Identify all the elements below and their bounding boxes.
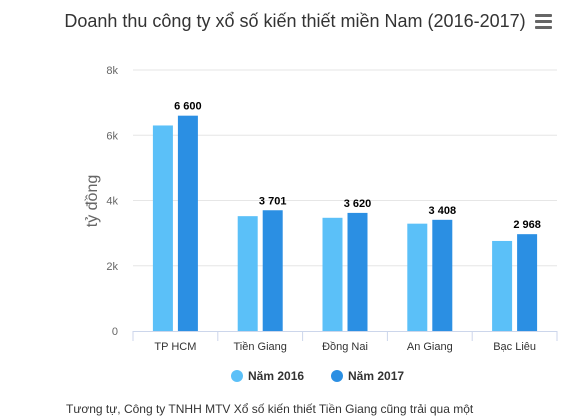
data-label: 6 600: [174, 101, 202, 113]
menu-bar: [535, 26, 552, 29]
bar-năm-2017: [432, 219, 453, 331]
bar-năm-2016: [407, 223, 428, 331]
x-tick-label: Tiền Giang: [233, 341, 286, 353]
bar-năm-2017: [347, 212, 368, 331]
bar-layer: [152, 115, 538, 332]
data-label: 3 620: [344, 198, 372, 210]
y-axis-title: tỷ đồng: [84, 175, 101, 227]
bar-năm-2017: [517, 234, 538, 331]
bar-năm-2017: [262, 210, 283, 331]
chart-menu-icon[interactable]: [534, 14, 554, 34]
bar-năm-2017: [177, 115, 198, 331]
bar-năm-2016: [492, 240, 513, 331]
x-tick-label: Đồng Nai: [322, 341, 368, 353]
legend-marker: [231, 370, 243, 382]
menu-bar: [535, 14, 552, 17]
data-label: 3 408: [429, 205, 457, 217]
y-tick-label: 6k: [106, 130, 118, 142]
x-tick-label: An Giang: [407, 341, 453, 353]
grid-layer: [133, 69, 557, 267]
x-tick-label: Bạc Liêu: [493, 341, 536, 353]
y-tick-label: 4k: [106, 196, 118, 208]
y-tick-label: 0: [112, 326, 118, 338]
menu-bar: [535, 20, 552, 23]
legend-item-label: Năm 2016: [248, 369, 304, 383]
chart-title: Doanh thu công ty xổ số kiến thiết miền …: [64, 11, 526, 31]
label-layer: 6 600 3 701 3 620 3 408 2 968: [174, 101, 541, 231]
y-tick-label: 8k: [106, 65, 118, 77]
bar-năm-2016: [322, 217, 343, 331]
article-caption-text: Tương tự, Công ty TNHH MTV Xổ số kiến th…: [66, 402, 474, 416]
legend-item-label: Năm 2017: [348, 369, 404, 383]
axis-layer: 0 2k 4k 6k 8k TP HCM Tiền Giang Đồng Nai An Gian…: [106, 65, 558, 353]
y-tick-label: 2k: [106, 261, 118, 273]
bar-năm-2016: [152, 125, 173, 332]
data-label: 3 701: [259, 195, 287, 207]
bar-năm-2016: [237, 216, 258, 331]
chart-plot: 6 600 3 701 3 620 3 408 2 968 0 2k 4k 6k 8k TP HC…: [84, 65, 558, 383]
x-tick-label: TP HCM: [154, 341, 196, 353]
legend-marker: [331, 370, 343, 382]
legend[interactable]: Năm 2016 Năm 2017: [231, 369, 404, 383]
data-label: 2 968: [513, 219, 541, 231]
